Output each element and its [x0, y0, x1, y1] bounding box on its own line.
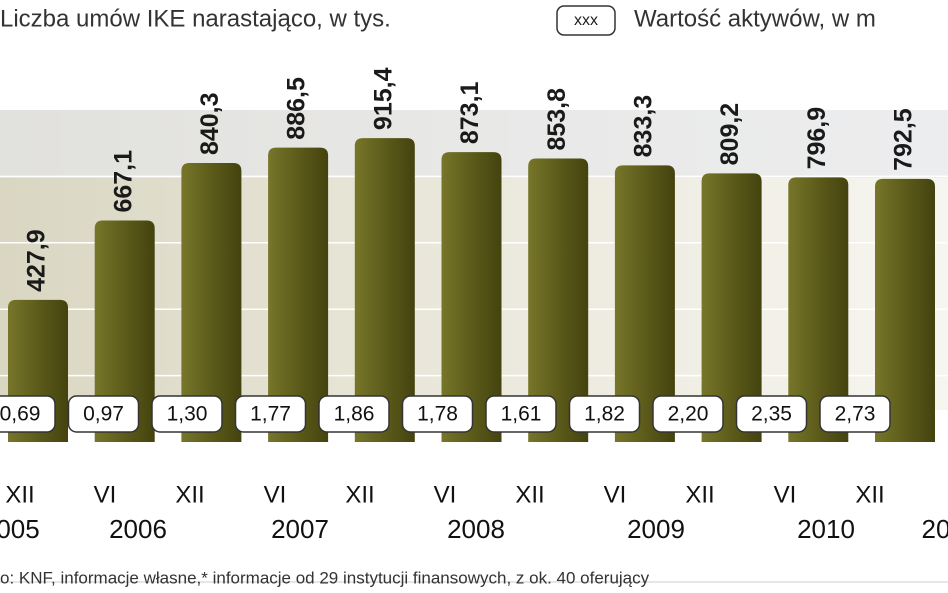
asset-box — [234, 395, 307, 433]
bar-value-label: 809,2 — [716, 103, 744, 166]
year-label: 20 — [922, 514, 948, 544]
x-tick-label: XII — [685, 481, 714, 508]
bar-value-label: 796,9 — [803, 107, 831, 170]
asset-box — [485, 395, 557, 433]
asset-label: 1,82 — [584, 403, 625, 426]
x-tick-label: XII — [175, 481, 204, 508]
bar-value-label: 667,1 — [109, 150, 137, 213]
year-label: 005 — [0, 514, 40, 544]
bar — [354, 138, 415, 442]
x-tick-label: XII — [345, 481, 374, 508]
year-label: 2006 — [109, 514, 167, 544]
asset-label: 2,35 — [751, 403, 792, 426]
bar — [614, 165, 675, 442]
bar — [441, 152, 502, 442]
bar — [268, 147, 329, 442]
bar — [528, 158, 589, 443]
asset-box — [652, 395, 724, 433]
x-tick-label: VI — [264, 481, 287, 508]
asset-box — [0, 395, 56, 433]
bar-value-label: 833,3 — [630, 95, 658, 158]
year-label: 2010 — [797, 514, 855, 544]
asset-box — [67, 395, 140, 433]
asset-label: 2,20 — [668, 403, 709, 426]
bar — [94, 220, 155, 442]
bar — [875, 178, 935, 442]
asset-box — [819, 395, 891, 433]
bar-value-label: 840,3 — [196, 92, 224, 155]
asset-label: 0,69 — [0, 403, 40, 426]
x-tick-label: XII — [515, 481, 544, 508]
asset-box — [568, 395, 641, 433]
bar-value-label: 853,8 — [543, 88, 571, 151]
year-label: 2009 — [627, 514, 685, 544]
x-tick-label: XII — [855, 481, 884, 508]
x-tick-label: VI — [94, 481, 117, 508]
bar-value-label: 427,9 — [23, 229, 51, 292]
asset-label: 2,73 — [835, 403, 876, 426]
legend-sample: xxx — [574, 12, 598, 29]
x-tick-label: VI — [604, 481, 627, 508]
asset-label: 1,77 — [250, 403, 291, 426]
chart-title: Liczba umów IKE narastająco, w tys. — [0, 5, 391, 32]
asset-label: 0,97 — [83, 403, 124, 426]
asset-box — [735, 395, 808, 433]
bar-value-label: 915,4 — [369, 67, 397, 130]
legend-swatch — [556, 5, 616, 36]
bar — [701, 173, 762, 443]
asset-label: 1,86 — [334, 403, 375, 426]
legend-label: Wartość aktywów, w m — [634, 5, 876, 32]
x-tick-label: VI — [774, 481, 797, 508]
bar-value-label: 886,5 — [283, 77, 311, 140]
asset-box — [401, 395, 474, 433]
year-label: 2008 — [447, 514, 505, 544]
bar — [788, 177, 849, 442]
asset-box — [151, 395, 223, 433]
asset-label: 1,78 — [417, 403, 458, 426]
asset-label: 1,61 — [501, 403, 542, 426]
footnote: o: KNF, informacje własne,* informacje o… — [0, 568, 650, 587]
year-label: 2007 — [271, 514, 329, 544]
bar — [181, 163, 242, 443]
asset-box — [318, 395, 390, 433]
x-tick-label: VI — [434, 481, 457, 508]
bar-value-label: 873,1 — [456, 81, 484, 144]
asset-label: 1,30 — [167, 403, 208, 426]
x-tick-label: XII — [5, 481, 34, 508]
bar-value-label: 792,5 — [890, 108, 918, 171]
